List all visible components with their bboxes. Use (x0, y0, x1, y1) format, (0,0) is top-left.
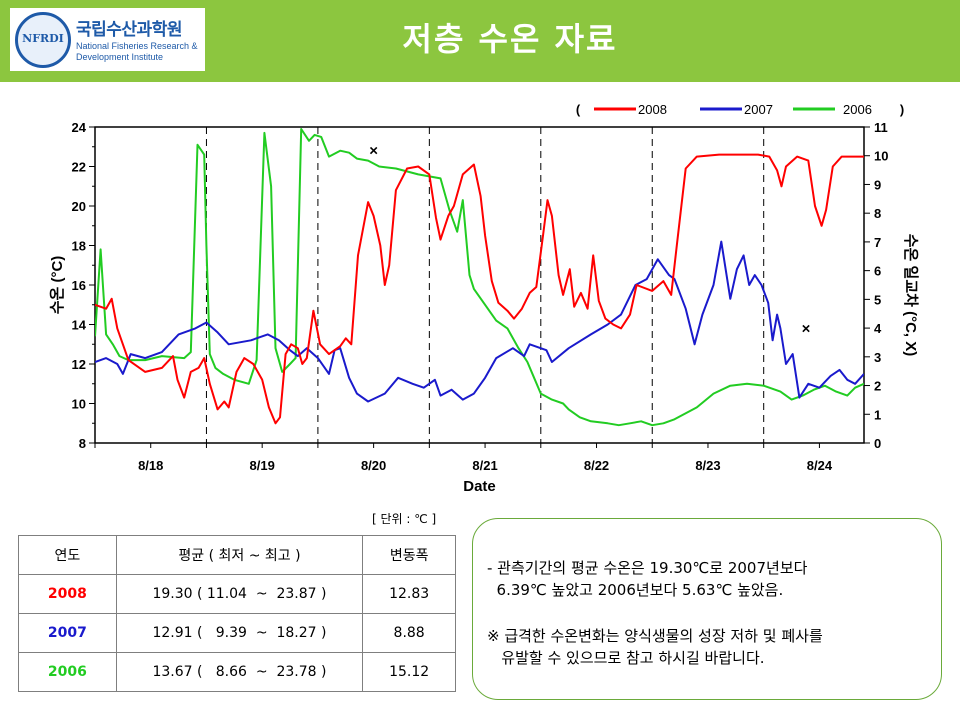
year-cell: 2008 (18, 574, 117, 614)
legend-label-2006: 2006 (843, 102, 872, 117)
x-tick-label: 8/24 (807, 458, 833, 473)
year-cell: 2007 (18, 613, 117, 653)
y-right-tick-label: 6 (874, 264, 881, 279)
header-year: 연도 (18, 535, 117, 575)
y-right-tick-label: 10 (874, 149, 888, 164)
y-left-tick-label: 22 (72, 160, 86, 175)
average-cell: 19.30 ( 11.04 ~ 23.87 ) (115, 574, 364, 614)
table-row: 2007 12.91 ( 9.39 ~ 18.27 ) 8.88 (18, 613, 456, 653)
y-left-tick-label: 18 (72, 239, 86, 254)
temperature-chart: 8/18 8/19 8/20 8/21 8/22 8/23 8/24Date81012141… (49, 102, 919, 495)
emblem-icon: NFRDI (15, 12, 71, 68)
note-line-1: - 관측기간의 평균 수온은 19.30℃로 2007년보다 (487, 559, 808, 577)
stats-table: 연도 평균 ( 최저 ~ 최고 ) 변동폭 2008 19.30 ( 11.04… (18, 535, 456, 692)
x-tick-label: 8/22 (584, 458, 609, 473)
y-left-tick-label: 24 (72, 120, 87, 135)
logo-name-en-line1: National Fisheries Research & (76, 41, 198, 51)
y-right-axis-label: 수온 일교차 (°C, X) (902, 234, 919, 357)
y-right-tick-label: 5 (874, 292, 881, 307)
series-line-2006 (95, 128, 864, 427)
y-right-tick-label: 9 (874, 177, 881, 192)
legend-label-2007: 2007 (744, 102, 773, 117)
x-tick-label: 8/19 (250, 458, 275, 473)
y-right-tick-label: 0 (874, 436, 881, 451)
y-left-tick-label: 14 (72, 318, 87, 333)
page-title: 저층 수온 자료 (402, 20, 618, 58)
table-row: 2008 19.30 ( 11.04 ~ 23.87 ) 12.83 (18, 574, 456, 614)
y-left-tick-label: 20 (72, 199, 86, 214)
range-cell: 12.83 (362, 574, 456, 614)
table-header-row: 연도 평균 ( 최저 ~ 최고 ) 변동폭 (18, 535, 456, 575)
y-right-tick-label: 11 (874, 120, 888, 135)
y-right-tick-label: 4 (874, 321, 882, 336)
header-range: 변동폭 (362, 535, 456, 575)
y-right-tick-label: 2 (874, 379, 881, 394)
y-right-tick-label: 1 (874, 407, 881, 422)
x-marker: × (802, 320, 811, 337)
legend-close-paren: ) (900, 102, 904, 117)
range-cell: 15.12 (362, 652, 456, 692)
x-tick-label: 8/18 (138, 458, 163, 473)
y-right-tick-label: 8 (874, 206, 881, 221)
note-box: - 관측기간의 평균 수온은 19.30℃로 2007년보다 6.39℃ 높았고… (472, 518, 942, 700)
x-tick-label: 8/23 (695, 458, 720, 473)
x-axis-label: Date (463, 478, 496, 495)
x-tick-label: 8/21 (472, 458, 497, 473)
emblem-text: NFRDI (22, 32, 64, 45)
range-cell: 8.88 (362, 613, 456, 653)
note-line-4: 유발할 수 있으므로 참고 하시길 바랍니다. (487, 649, 765, 667)
average-cell: 13.67 ( 8.66 ~ 23.78 ) (115, 652, 364, 692)
unit-note: [ 단위 : ℃ ] (372, 512, 437, 526)
average-cell: 12.91 ( 9.39 ~ 18.27 ) (115, 613, 364, 653)
series-line-2008 (95, 153, 864, 425)
y-left-tick-label: 10 (72, 397, 86, 412)
y-left-tick-label: 8 (79, 436, 86, 451)
logo: NFRDI 국립수산과학원 National Fisheries Researc… (10, 8, 205, 71)
y-right-tick-label: 3 (874, 350, 881, 365)
y-left-axis-label: 수온 (°C) (49, 256, 66, 315)
note-line-2: 6.39℃ 높았고 2006년보다 5.63℃ 높았음. (487, 581, 784, 599)
year-cell: 2006 (18, 652, 117, 692)
table-row: 2006 13.67 ( 8.66 ~ 23.78 ) 15.12 (18, 652, 456, 692)
legend-label-2008: 2008 (638, 102, 667, 117)
x-tick-label: 8/20 (361, 458, 386, 473)
legend-open-paren: ( (576, 102, 581, 117)
logo-name-en-line2: Development Institute (76, 52, 164, 62)
header-average: 평균 ( 최저 ~ 최고 ) (115, 535, 364, 575)
y-right-tick-label: 7 (874, 235, 881, 250)
x-marker: × (369, 143, 378, 160)
header-bar: NFRDI 국립수산과학원 National Fisheries Researc… (0, 0, 960, 82)
logo-name-ko: 국립수산과학원 (76, 20, 182, 40)
note-line-3: ※ 급격한 수온변화는 양식생물의 성장 저하 및 폐사를 (487, 627, 823, 645)
series-line-2007 (95, 240, 864, 403)
y-left-tick-label: 12 (72, 357, 86, 372)
y-left-tick-label: 16 (72, 278, 86, 293)
